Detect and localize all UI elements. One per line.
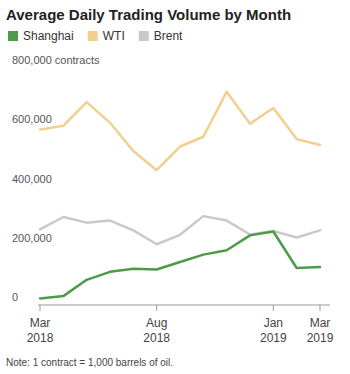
x-axis-line [38, 305, 330, 306]
x-tick-label: Aug2018 [143, 316, 170, 345]
x-tick [156, 305, 157, 311]
x-tick-label-line: Jan [264, 316, 283, 330]
x-tick [320, 305, 321, 311]
x-tick [273, 305, 274, 311]
x-tick-label: Mar2018 [27, 316, 54, 345]
y-tick-label: 800,000 contracts [12, 54, 100, 66]
y-tick-label: 400,000 [12, 173, 52, 185]
chart: Average Daily Trading Volume by Month Sha… [0, 0, 350, 374]
legend-label: WTI [103, 29, 125, 43]
series-line [40, 232, 320, 299]
y-tick-label: 0 [12, 291, 18, 303]
x-tick-label-line: 2019 [307, 331, 334, 345]
plot-area [40, 92, 320, 299]
x-tick-label: Mar2019 [307, 316, 334, 345]
legend-label: Brent [154, 29, 183, 43]
title: Average Daily Trading Volume by Month [6, 6, 291, 23]
x-tick-label-line: Mar [30, 316, 51, 330]
legend: Shanghai WTI Brent [8, 29, 183, 43]
legend-swatch [88, 31, 98, 41]
legend-swatch [139, 31, 149, 41]
x-tick-label-line: 2018 [143, 331, 170, 345]
x-tick-label-line: Aug [146, 316, 167, 330]
legend-swatch [8, 31, 18, 41]
x-tick-label: Jan2019 [260, 316, 287, 345]
x-tick [40, 305, 41, 311]
x-tick-label-line: 2019 [260, 331, 287, 345]
x-tick-label-line: 2018 [27, 331, 54, 345]
y-tick-label: 200,000 [12, 232, 52, 244]
y-tick-label: 600,000 [12, 113, 52, 125]
legend-label: Shanghai [23, 29, 74, 43]
x-tick-label-line: Mar [310, 316, 331, 330]
annotation: Note: 1 contract = 1,000 barrels of oil. [6, 357, 173, 368]
series-line [40, 92, 320, 171]
